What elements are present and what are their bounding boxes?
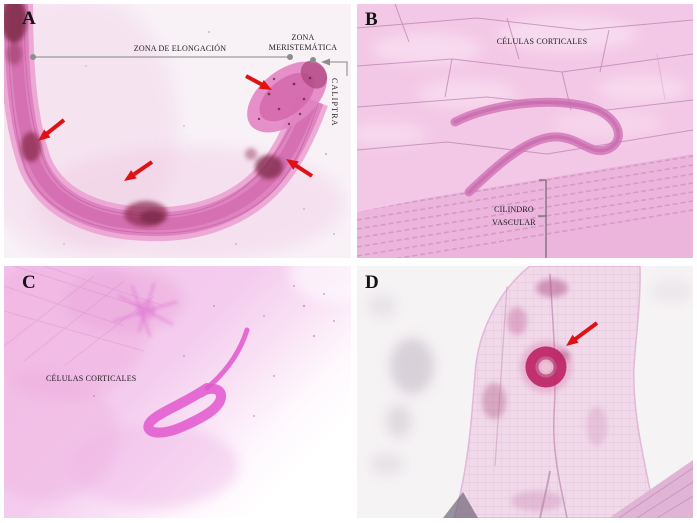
panel-a-micrograph xyxy=(4,4,351,258)
tissue-wash xyxy=(4,266,239,508)
nematode-b xyxy=(450,97,623,197)
infection-arrows xyxy=(38,74,314,181)
debris-blurs xyxy=(367,278,693,475)
cortical-cells-label-c: CÉLULAS CORTICALES xyxy=(46,374,137,383)
vascular-cylinder-line2: VASCULAR xyxy=(492,218,536,227)
nematode-ring xyxy=(520,341,572,393)
root-cap-label: CALIPTRA xyxy=(330,78,339,127)
panel-c-micrograph xyxy=(4,266,351,518)
panel-b: B CÉLULAS CORTICALES CILINDRO VASCULAR xyxy=(357,4,693,258)
panel-d-micrograph xyxy=(357,266,693,518)
red-arrow-icon xyxy=(286,159,314,178)
panel-c-label: C xyxy=(22,272,36,293)
root-tip-d xyxy=(453,266,657,518)
elongation-zone-label: ZONA DE ELONGACIÓN xyxy=(133,44,227,53)
red-arrow-icon xyxy=(566,321,599,346)
vascular-cylinder-line1: CILINDRO xyxy=(494,205,534,214)
meristem-zone-line2: MERISTEMÁTICA xyxy=(268,43,338,52)
red-arrow-icon xyxy=(245,74,272,90)
zone-annotation xyxy=(30,54,348,76)
lesion-spots xyxy=(4,4,283,227)
meristem-zone-label: ZONA MERISTEMÁTICA xyxy=(260,33,346,53)
panel-b-label: B xyxy=(365,9,378,30)
cortical-cells-label-b: CÉLULAS CORTICALES xyxy=(496,37,588,46)
panel-c: C CÉLULAS CORTICALES xyxy=(4,266,351,518)
debris-speckles xyxy=(63,31,335,245)
panel-b-micrograph xyxy=(357,4,693,258)
stain-splash xyxy=(112,282,178,338)
root-tip xyxy=(247,60,328,133)
meristem-zone-line1: ZONA xyxy=(291,33,315,42)
vascular-bracket xyxy=(538,179,547,258)
dark-sliver xyxy=(443,492,478,518)
panel-a-label: A xyxy=(22,8,36,29)
cortical-cell-lumens xyxy=(357,16,687,146)
nematode-c xyxy=(143,327,250,438)
vascular-cylinder-label: CILINDRO VASCULAR xyxy=(485,203,543,229)
panel-d: D xyxy=(357,266,693,518)
tip-speckles xyxy=(257,76,312,126)
panel-d-label: D xyxy=(365,272,379,293)
red-arrow-icon xyxy=(38,118,66,141)
tissue-band xyxy=(609,460,693,518)
panel-a: A ZONA DE ELONGACIÓN ZONA MERISTEMÁTICA … xyxy=(4,4,351,258)
gray-arrow-icon xyxy=(321,58,348,76)
red-arrow-icon xyxy=(124,160,154,181)
